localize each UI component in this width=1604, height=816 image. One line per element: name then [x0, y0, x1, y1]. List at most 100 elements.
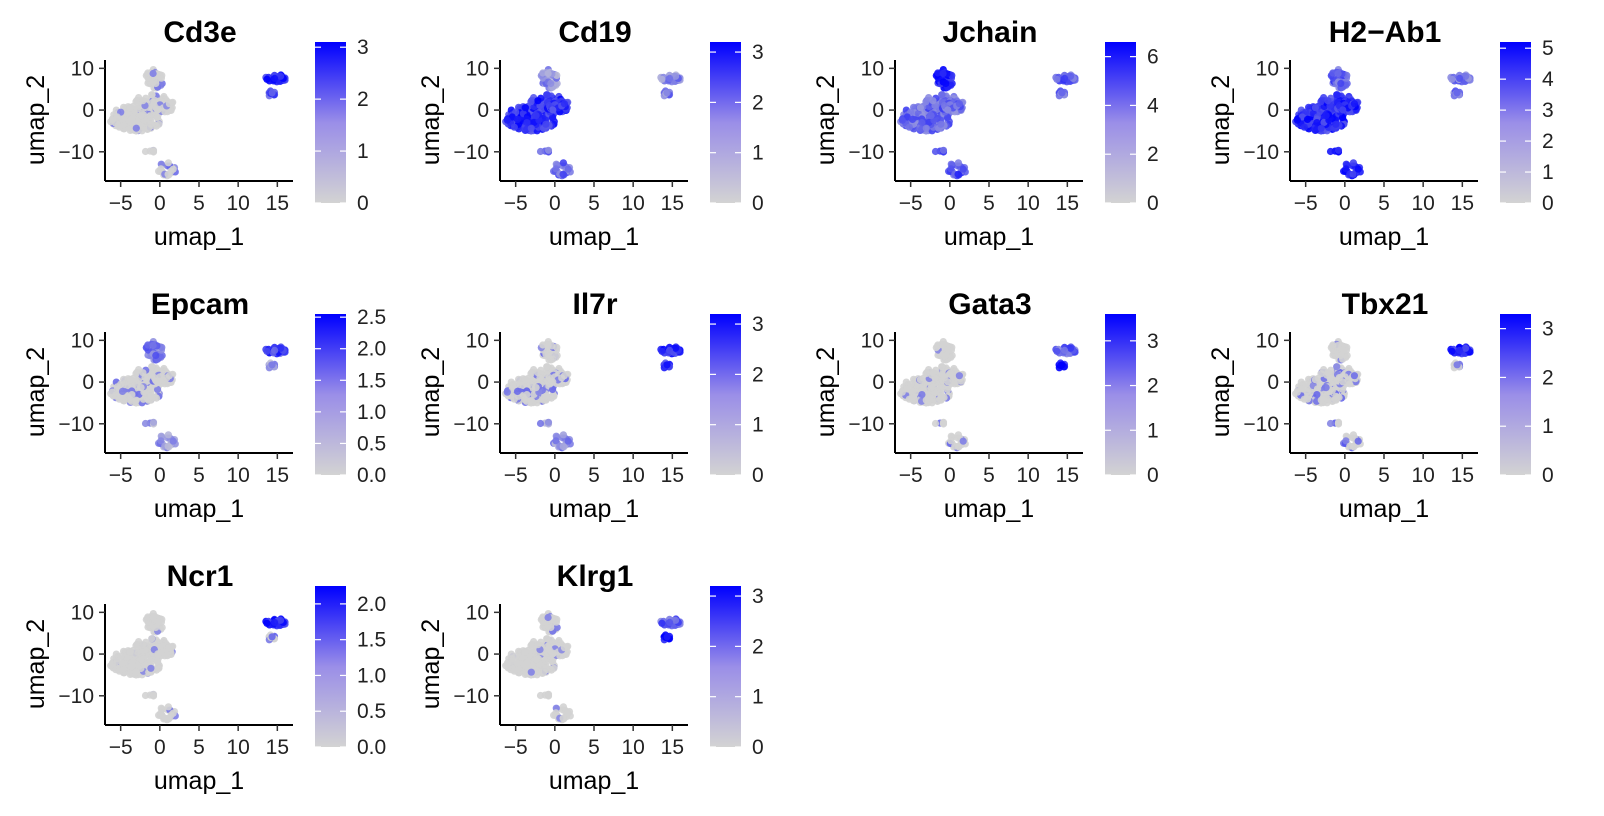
cell-point [534, 641, 542, 649]
colorbar-label: 2 [1542, 130, 1554, 153]
cell-point [154, 657, 162, 666]
cell-point [1058, 89, 1066, 97]
colorbar-label: 1 [1147, 419, 1159, 442]
colorbar-label: 2 [1542, 366, 1554, 389]
cell-point [559, 714, 567, 722]
cell-point [944, 113, 952, 122]
cell-point [663, 361, 671, 369]
cell-point [1313, 119, 1321, 127]
colorbar-label: 1.0 [357, 664, 386, 687]
cell-point [503, 388, 511, 396]
x-tick-label: −5 [504, 736, 528, 759]
cell-point [916, 376, 925, 384]
cell-point [1339, 106, 1347, 114]
cell-point [544, 69, 552, 78]
colorbar-label: 3 [1542, 318, 1554, 341]
cell-point [898, 116, 906, 124]
cell-point [132, 668, 140, 676]
cell-point [263, 619, 271, 627]
cell-point [1349, 442, 1357, 450]
cell-point [543, 635, 551, 643]
cell-point [1322, 112, 1330, 120]
x-tick-label: −5 [1294, 464, 1318, 487]
y-tick-label: 10 [466, 57, 489, 80]
colorbar-label: 2.0 [357, 593, 386, 616]
panel-title: H2−Ab1 [1329, 16, 1442, 49]
x-tick-label: 10 [226, 192, 249, 215]
cell-point [108, 388, 116, 396]
cell-point [1067, 344, 1075, 352]
x-tick-label: −5 [1294, 192, 1318, 215]
y-tick-label: −10 [58, 141, 94, 164]
cell-point [552, 437, 560, 445]
cell-point [527, 668, 535, 676]
cell-point [137, 656, 145, 664]
x-tick-label: 10 [621, 464, 644, 487]
colorbar-label: 1 [752, 686, 764, 709]
y-tick-label: 10 [71, 57, 94, 80]
cell-point [1324, 369, 1332, 377]
cell-point [922, 370, 930, 378]
cell-point [523, 119, 531, 127]
cell-point [666, 618, 674, 627]
colorbar [315, 314, 346, 475]
cell-point [169, 165, 177, 173]
cell-point [164, 170, 172, 178]
cell-point [144, 613, 152, 621]
cell-point [939, 418, 948, 426]
cell-point [1329, 341, 1337, 349]
y-tick-label: 0 [477, 371, 489, 394]
x-axis-label: umap_1 [1339, 495, 1429, 523]
cell-point [1448, 75, 1456, 83]
x-tick-label: 0 [154, 464, 166, 487]
cell-point [149, 613, 157, 622]
cell-point [157, 437, 165, 445]
panel-title: Gata3 [948, 288, 1031, 321]
cell-point [1354, 165, 1362, 173]
cell-point [271, 618, 279, 627]
x-tick-label: 10 [1016, 464, 1039, 487]
cell-point [564, 437, 572, 445]
cell-point [158, 351, 166, 360]
colorbar-label: 2 [752, 635, 764, 658]
cell-point [1061, 346, 1069, 354]
cell-point [672, 616, 680, 624]
feature-panel-tbx21: Tbx21 −5 0 5 10 15 10 0 −10 umap_1 umap_2 0 1 2 3 [1207, 288, 1554, 523]
cell-point [128, 663, 136, 671]
colorbar-label: 4 [1147, 94, 1159, 117]
x-axis-label: umap_1 [154, 223, 244, 251]
y-tick-label: −10 [453, 413, 489, 436]
y-tick-label: 10 [71, 329, 94, 352]
cell-point [1293, 388, 1301, 396]
x-tick-label: 5 [588, 192, 600, 215]
colorbar [710, 314, 741, 475]
x-tick-label: 15 [266, 736, 289, 759]
y-tick-label: 0 [477, 99, 489, 122]
cell-point [1453, 361, 1461, 369]
colorbar-label: 0.0 [357, 464, 386, 487]
cell-point [547, 351, 555, 360]
cell-point [527, 370, 535, 378]
cell-point [513, 659, 522, 668]
colorbar-label: 3 [752, 313, 764, 336]
cell-point [929, 97, 937, 105]
cell-point [536, 419, 545, 428]
y-axis-label: umap_2 [1207, 75, 1235, 165]
cell-point [549, 385, 557, 394]
cell-point [1349, 431, 1357, 439]
cell-point [1293, 116, 1301, 124]
panel-title: Cd3e [163, 16, 236, 49]
cell-point [542, 664, 550, 672]
cell-point [148, 635, 156, 643]
cell-point [1334, 146, 1343, 154]
cell-point [1453, 89, 1461, 97]
x-tick-label: 10 [621, 736, 644, 759]
colorbar-label: 0.0 [357, 736, 386, 759]
cell-point [1058, 361, 1066, 369]
cell-point [1300, 123, 1308, 131]
cell-point [947, 437, 955, 445]
y-tick-label: 0 [82, 643, 94, 666]
cell-point [908, 115, 917, 123]
cell-point [1354, 437, 1362, 445]
